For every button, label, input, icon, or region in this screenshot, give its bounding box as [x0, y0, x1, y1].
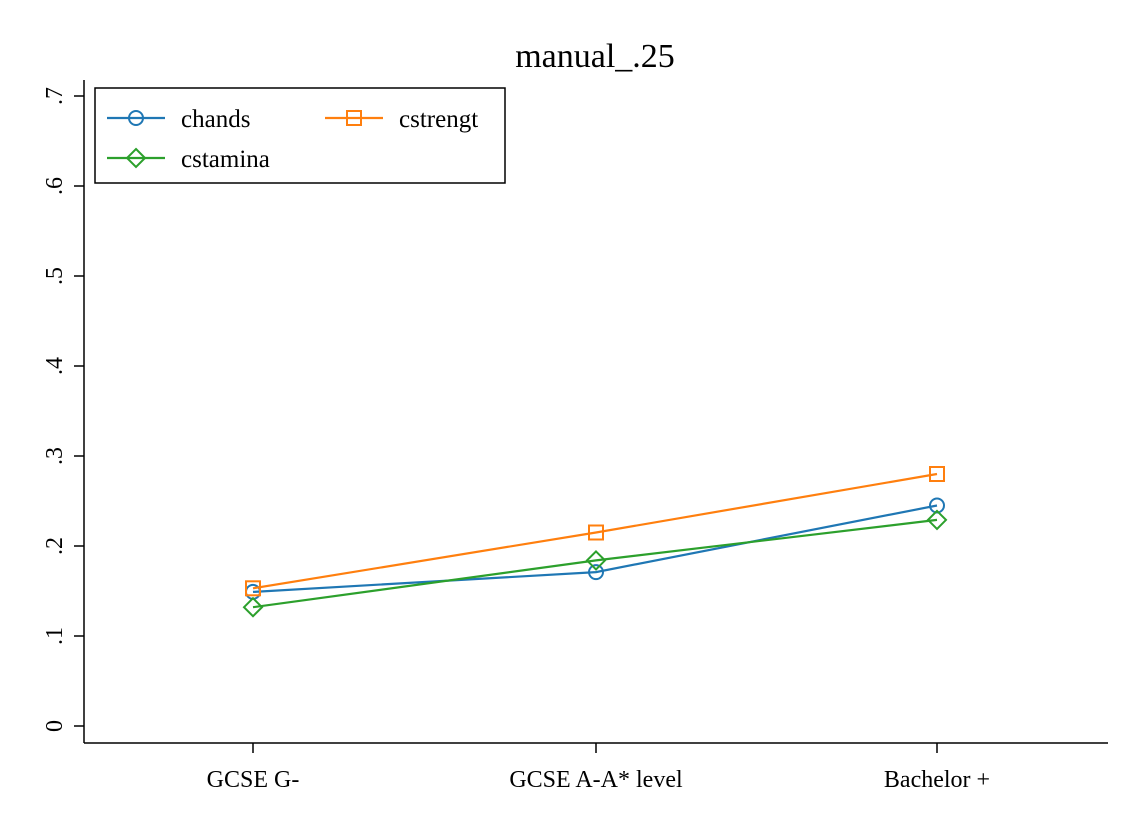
data-point-chands	[929, 497, 945, 514]
data-point-cstrengt	[588, 524, 604, 541]
legend-box	[94, 87, 506, 184]
y-tick-label: 0	[42, 720, 68, 732]
series-line-chands	[252, 504, 938, 593]
chart-title: manual_.25	[515, 38, 675, 75]
y-tick-label: .3	[42, 447, 68, 465]
x-tick-label: GCSE A-A* level	[509, 767, 683, 793]
data-point-cstamina	[242, 596, 264, 618]
legend-marker	[128, 110, 144, 126]
series-cstrengt	[245, 466, 945, 597]
legend-marker	[346, 110, 362, 126]
series-layer	[242, 466, 948, 618]
legend-label: chands	[181, 106, 250, 133]
y-tick-label: .4	[42, 357, 68, 375]
y-tick-label: .5	[42, 267, 68, 285]
legend-entry-chands: chands	[107, 106, 250, 133]
legend-label: cstrengt	[399, 106, 478, 133]
data-point-cstamina	[926, 509, 948, 531]
axes: 0 .1 .2 .3 .4 .5 .6 .7 GCSE G- GCSE A-A* level Bac…	[42, 80, 1108, 793]
series-chands	[245, 497, 945, 600]
legend-entry-cstrengt: cstrengt	[325, 106, 478, 133]
y-tick-label: .6	[42, 177, 68, 195]
y-tick-label: .2	[42, 537, 68, 555]
series-line-cstrengt	[252, 472, 938, 590]
data-point-chands	[588, 564, 604, 581]
legend-entry-cstamina: cstamina	[107, 146, 270, 173]
legend-marker	[125, 147, 147, 169]
legend-label: cstamina	[181, 146, 270, 173]
data-point-cstamina	[585, 549, 607, 571]
x-tick-label: GCSE G-	[207, 767, 300, 793]
data-point-cstrengt	[929, 466, 945, 482]
series-cstamina	[242, 509, 948, 618]
data-point-cstrengt	[245, 580, 261, 597]
y-tick-label: .7	[42, 87, 68, 105]
y-tick-label: .1	[42, 627, 68, 645]
legend: chands cstrengt cstamina	[94, 87, 506, 184]
series-line-cstamina	[252, 518, 938, 609]
x-tick-label: Bachelor +	[884, 767, 990, 793]
